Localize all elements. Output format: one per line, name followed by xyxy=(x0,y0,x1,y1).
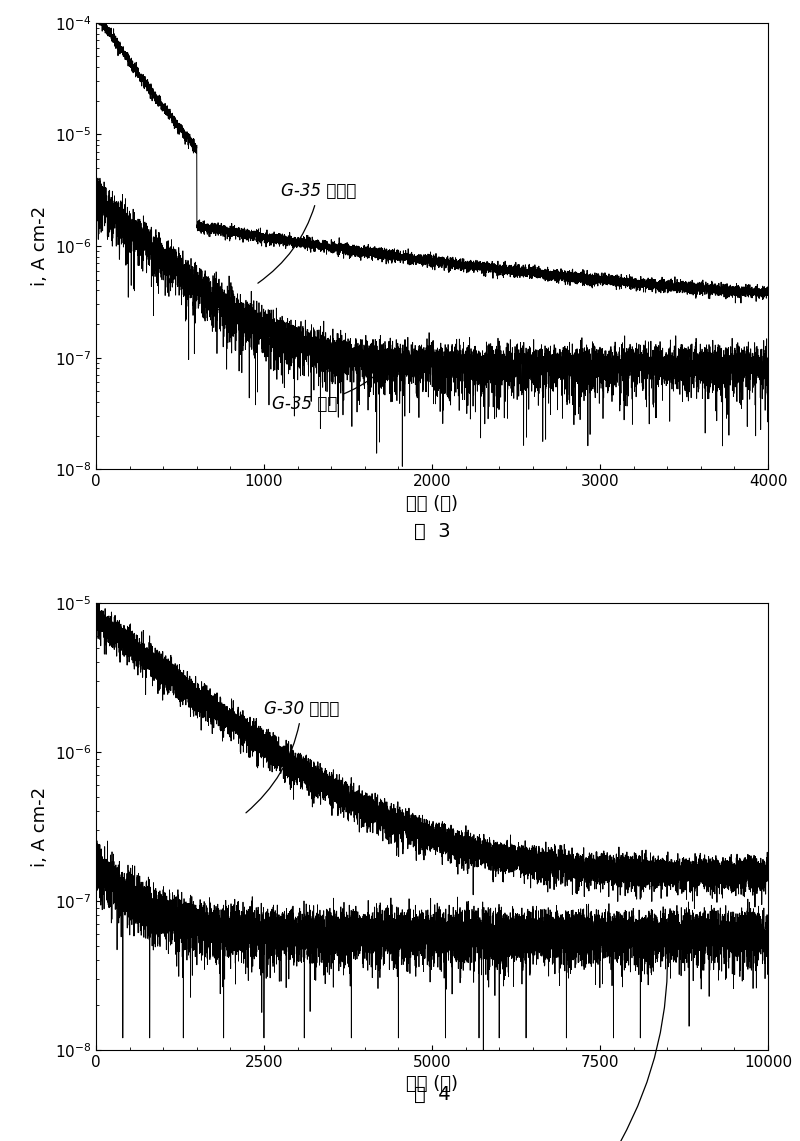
Text: 图  4: 图 4 xyxy=(414,1085,450,1103)
X-axis label: 时间 (秒): 时间 (秒) xyxy=(406,495,458,512)
Text: G-35 氮化: G-35 氮化 xyxy=(272,355,397,413)
Text: G-30 未氮化: G-30 未氮化 xyxy=(246,701,339,812)
Text: G-35 未氮化: G-35 未氮化 xyxy=(258,183,356,283)
Text: G-30 氮化: G-30 氮化 xyxy=(580,942,667,1141)
X-axis label: 时间 (秒): 时间 (秒) xyxy=(406,1075,458,1093)
Text: 图  3: 图 3 xyxy=(414,523,450,541)
Y-axis label: i, A cm-2: i, A cm-2 xyxy=(31,786,49,866)
Y-axis label: i, A cm-2: i, A cm-2 xyxy=(31,207,49,286)
